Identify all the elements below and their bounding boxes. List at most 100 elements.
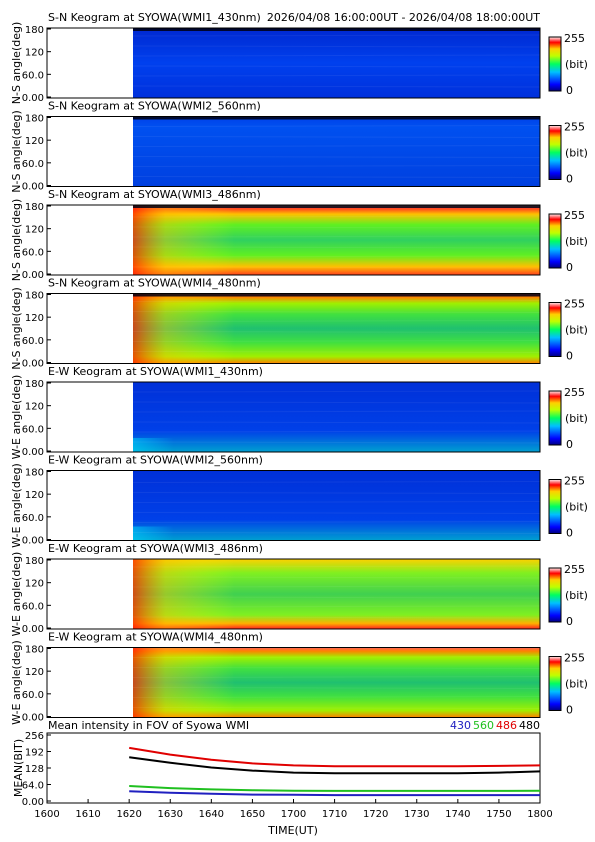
panel-ylabel: N-S angle(deg) bbox=[10, 287, 23, 370]
panel-ytick-label: 0.00 bbox=[22, 270, 44, 281]
colorbar-gradient bbox=[548, 479, 562, 534]
colorbar-unit-label: (bit) bbox=[565, 324, 588, 337]
keogram-streak bbox=[132, 85, 541, 88]
colorbar-min-label: 0 bbox=[566, 350, 573, 363]
keogram-streak bbox=[132, 512, 541, 514]
line-xtick-label: 1650 bbox=[240, 809, 265, 820]
colorbar: 255 (bit) 0 bbox=[548, 652, 588, 717]
colorbar-min-label: 0 bbox=[566, 261, 573, 274]
panel-ytick-label: 120 bbox=[25, 225, 44, 236]
keogram-streak bbox=[132, 266, 541, 269]
keogram-top-strip bbox=[133, 116, 540, 120]
keogram-streak bbox=[132, 687, 541, 689]
keogram-streak bbox=[132, 156, 541, 158]
legend-entry-486: 486 bbox=[496, 719, 517, 732]
keogram-streak bbox=[132, 707, 541, 709]
colorbar-unit-label: (bit) bbox=[565, 589, 588, 602]
keogram-streak bbox=[132, 340, 541, 342]
colorbar-gradient bbox=[548, 567, 562, 623]
keogram-streak bbox=[132, 576, 541, 579]
colorbar-unit-label: (bit) bbox=[565, 501, 588, 514]
keogram-streak bbox=[132, 521, 541, 523]
keogram-streak bbox=[132, 351, 541, 353]
colorbar-unit-label: (bit) bbox=[565, 412, 588, 425]
mean-intensity-chart: Mean intensity in FOV of Syowa WMI 48048… bbox=[12, 719, 553, 837]
colorbar-max-label: 255 bbox=[564, 32, 585, 45]
colorbar-gradient bbox=[548, 656, 562, 711]
line-xtick-label: 1710 bbox=[322, 809, 347, 820]
colorbar-min-label: 0 bbox=[566, 84, 573, 97]
colorbar-unit-label: (bit) bbox=[565, 678, 588, 691]
keogram-panel: E-W Keogram at SYOWA(WMI3_486nm) 180 120 60… bbox=[10, 542, 588, 636]
colorbar: 255 (bit) 0 bbox=[548, 386, 588, 451]
colorbar-min-label: 0 bbox=[566, 438, 573, 451]
panel-title: E-W Keogram at SYOWA(WMI2_560nm) bbox=[48, 454, 263, 467]
panel-title: E-W Keogram at SYOWA(WMI4_480nm) bbox=[48, 631, 263, 644]
line-chart-frame bbox=[46, 732, 541, 804]
panel-ytick-label: 60.0 bbox=[22, 159, 44, 170]
panel-ytick-label: 180 bbox=[25, 202, 44, 213]
series-line-480 bbox=[129, 756, 541, 775]
line-ytick-label: 0.00 bbox=[22, 797, 44, 808]
keogram-streak bbox=[132, 441, 541, 444]
keogram-streak bbox=[132, 136, 541, 138]
panel-ylabel: W-E angle(deg) bbox=[10, 640, 23, 725]
line-xtick-label: 1740 bbox=[445, 809, 470, 820]
keogram-streak bbox=[132, 320, 541, 322]
panel-ytick-label: 0.00 bbox=[22, 93, 44, 104]
keogram-streak bbox=[132, 226, 541, 229]
colorbar: 255 (bit) 0 bbox=[548, 121, 588, 186]
keogram-streak bbox=[132, 430, 541, 433]
keogram-streak bbox=[132, 390, 541, 393]
keogram-streak bbox=[132, 215, 541, 218]
keogram-streak bbox=[132, 165, 541, 167]
panel-ytick-label: 60.0 bbox=[22, 690, 44, 701]
panel-frame bbox=[46, 27, 541, 99]
panel-ytick-label: 180 bbox=[25, 379, 44, 390]
panel-frame bbox=[46, 470, 541, 541]
colorbar-gradient bbox=[548, 213, 562, 269]
keogram-streak bbox=[132, 176, 541, 178]
keogram-streak bbox=[132, 125, 541, 127]
keogram-streak bbox=[132, 300, 541, 302]
colorbar: 255 (bit) 0 bbox=[548, 475, 588, 540]
line-xtick-label: 1640 bbox=[199, 809, 224, 820]
keogram-streak bbox=[132, 605, 541, 608]
line-xtick-label: 1730 bbox=[404, 809, 429, 820]
keogram-image bbox=[133, 116, 540, 187]
keogram-streak bbox=[132, 145, 541, 147]
panel-ytick-label: 0.00 bbox=[22, 182, 44, 193]
colorbar-max-label: 255 bbox=[564, 475, 585, 488]
panel-ytick-label: 0.00 bbox=[22, 447, 44, 458]
panel-ytick-label: 180 bbox=[25, 645, 44, 656]
colorbar-max-label: 255 bbox=[564, 121, 585, 134]
panel-title: S-N Keogram at SYOWA(WMI3_486nm) bbox=[48, 188, 261, 201]
panel-title: S-N Keogram at SYOWA(WMI4_480nm) bbox=[48, 277, 261, 290]
line-ytick-label: 128 bbox=[25, 764, 44, 775]
panel-ytick-label: 180 bbox=[25, 556, 44, 567]
panel-ylabel: W-E angle(deg) bbox=[10, 375, 23, 460]
colorbar-gradient bbox=[548, 390, 562, 446]
keogram-panel: E-W Keogram at SYOWA(WMI4_480nm) 180 120 60… bbox=[10, 631, 588, 725]
keogram-streak bbox=[132, 421, 541, 424]
panel-ytick-label: 60.0 bbox=[22, 70, 44, 81]
colorbar: 255 (bit) 0 bbox=[548, 209, 588, 274]
keogram-streak bbox=[132, 331, 541, 333]
panel-frame bbox=[46, 558, 541, 630]
series-line-430 bbox=[129, 790, 540, 797]
colorbar-max-label: 255 bbox=[564, 563, 585, 576]
line-xtick-label: 1750 bbox=[486, 809, 511, 820]
keogram-overlay bbox=[133, 647, 540, 718]
keogram-panel: S-N Keogram at SYOWA(WMI4_480nm) 180 120 60… bbox=[10, 277, 588, 370]
panel-ytick-label: 120 bbox=[25, 579, 44, 590]
line-xtick-label: 1620 bbox=[116, 809, 141, 820]
line-xtick-label: 1610 bbox=[75, 809, 100, 820]
keogram-streak bbox=[132, 235, 541, 238]
panel-frame bbox=[46, 293, 541, 364]
colorbar-max-label: 255 bbox=[564, 386, 585, 399]
keogram-overlay bbox=[133, 526, 540, 541]
keogram-streak bbox=[132, 45, 541, 48]
keogram-top-strip bbox=[133, 28, 540, 31]
keogram-streak bbox=[132, 246, 541, 249]
